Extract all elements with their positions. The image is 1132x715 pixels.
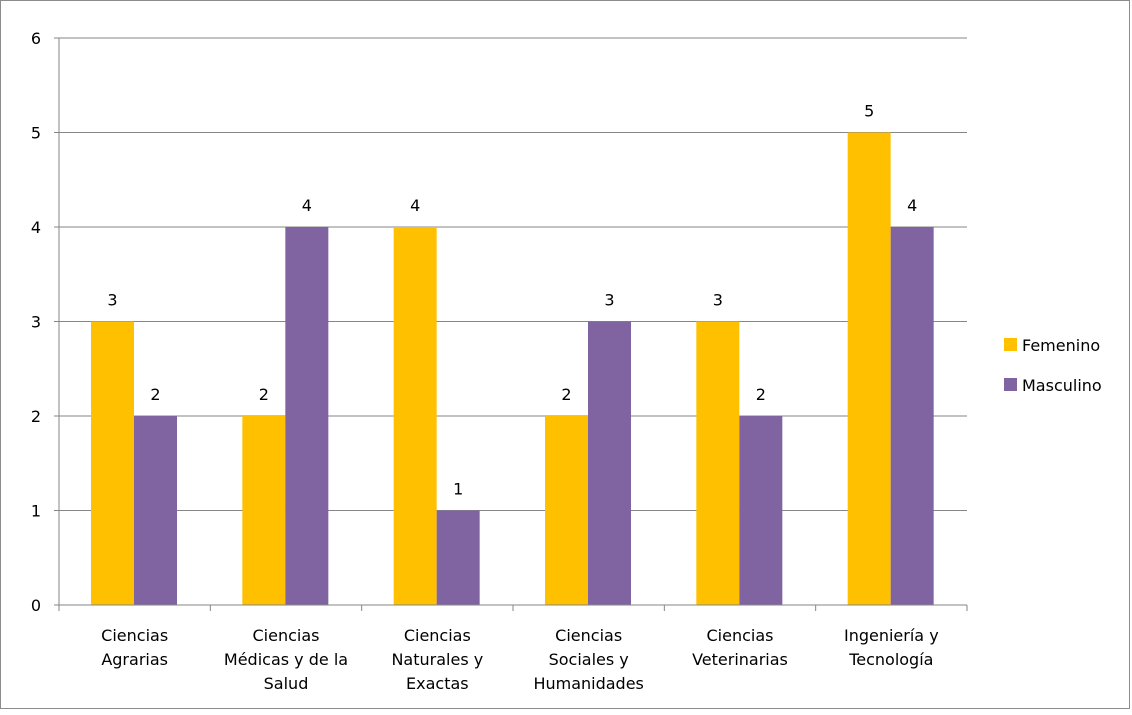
gridlines — [59, 37, 967, 511]
data-label: 5 — [864, 102, 874, 121]
data-label: 3 — [713, 291, 723, 310]
data-label: 3 — [107, 291, 117, 310]
legend-label-femenino: Femenino — [1022, 336, 1100, 355]
y-tick-label: 2 — [31, 407, 41, 426]
x-tick-label: Ciencias Agrarias — [101, 626, 168, 669]
data-label: 2 — [561, 385, 571, 404]
data-label: 3 — [604, 291, 614, 310]
y-tick-label: 4 — [31, 218, 41, 237]
x-tick-label: Ingeniería y Tecnología — [844, 626, 939, 669]
bar-masculino-3 — [588, 321, 631, 605]
legend-swatch-masculino — [1004, 378, 1017, 391]
y-tick-label: 0 — [31, 596, 41, 615]
y-tick-label: 5 — [31, 124, 41, 143]
x-tick-label: Ciencias Veterinarias — [692, 626, 788, 669]
legend-swatch-femenino — [1004, 338, 1017, 351]
data-labels: 3 2 2 4 4 1 2 3 3 2 5 4 — [107, 102, 917, 499]
bar-masculino-0 — [134, 416, 177, 605]
bars — [91, 132, 934, 605]
data-label: 4 — [410, 196, 420, 215]
x-tick-label: Ciencias Médicas y de la Salud — [224, 626, 348, 693]
bar-masculino-2 — [436, 510, 480, 605]
bar-femenino-2 — [393, 227, 437, 605]
x-axis: Ciencias Agrarias Ciencias Médicas y de la S… — [58, 38, 968, 693]
data-label: 4 — [907, 196, 917, 215]
bar-femenino-4 — [696, 321, 740, 605]
bar-femenino-1 — [242, 416, 286, 605]
bar-femenino-3 — [545, 416, 588, 605]
data-label: 2 — [756, 385, 766, 404]
legend-label-masculino: Masculino — [1022, 376, 1102, 395]
y-axis-ticks: 0 1 2 3 4 5 6 — [31, 29, 59, 615]
bar-masculino-4 — [739, 416, 783, 605]
data-label: 2 — [150, 385, 160, 404]
x-tick-label: Ciencias Naturales y Exactas — [391, 626, 483, 693]
bar-masculino-5 — [890, 227, 934, 605]
bar-femenino-0 — [91, 321, 134, 605]
bar-femenino-5 — [847, 132, 891, 605]
data-label: 1 — [453, 480, 463, 499]
legend: Femenino Masculino — [1004, 336, 1102, 395]
data-label: 2 — [259, 385, 269, 404]
y-tick-label: 1 — [31, 502, 41, 521]
x-tick-label: Ciencias Sociales y Humanidades — [533, 626, 643, 693]
y-tick-label: 6 — [31, 29, 41, 48]
y-tick-label: 3 — [31, 313, 41, 332]
data-label: 4 — [302, 196, 312, 215]
bar-masculino-1 — [285, 227, 329, 605]
